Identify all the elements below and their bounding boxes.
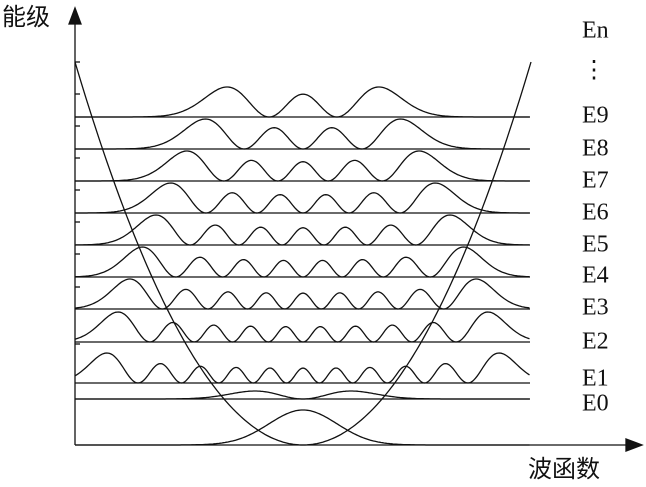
level-label: E4 [582,263,609,289]
level-label: E2 [582,329,609,355]
x-arrow [625,438,644,452]
probability-density [75,150,530,182]
probability-density [75,118,530,150]
probability-density [75,86,530,118]
probability-density [75,182,530,214]
y-axis-label: 能级 [2,3,50,31]
x-axis-label: 波函数 [528,455,600,483]
probability-density [74,246,530,278]
y-arrow [68,6,82,25]
probability-density [74,311,530,343]
level-label: En [582,18,609,44]
probability-density [74,278,530,310]
probability-density [75,390,530,400]
level-label: E8 [582,136,609,162]
level-label: E5 [582,232,609,258]
probability-density [75,409,530,446]
probability-density [74,352,530,384]
level-label: E7 [582,168,609,194]
level-label: ⋮ [582,58,606,84]
level-label: E1 [582,366,609,392]
level-label: E3 [582,295,609,321]
level-label: E0 [582,391,609,417]
level-label: E6 [582,200,609,226]
probability-density [74,214,530,246]
potential-curve [74,61,532,446]
level-label: E9 [582,103,609,129]
levels [74,61,530,446]
